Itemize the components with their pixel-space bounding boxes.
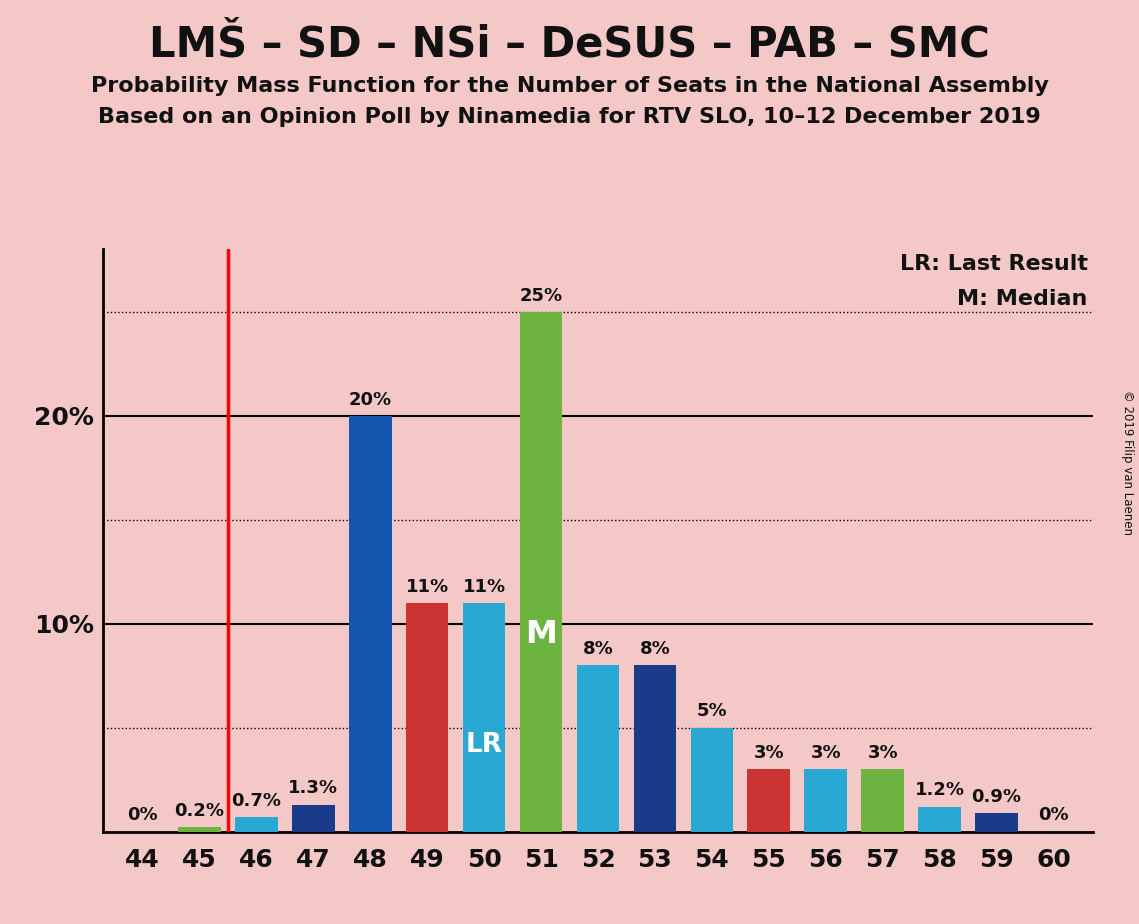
Text: © 2019 Filip van Laenen: © 2019 Filip van Laenen — [1121, 390, 1134, 534]
Text: 5%: 5% — [697, 702, 727, 721]
Text: 8%: 8% — [640, 640, 670, 658]
Bar — [519, 312, 563, 832]
Text: Based on an Opinion Poll by Ninamedia for RTV SLO, 10–12 December 2019: Based on an Opinion Poll by Ninamedia fo… — [98, 107, 1041, 128]
Bar — [576, 665, 620, 832]
Bar — [747, 769, 790, 832]
Text: 3%: 3% — [811, 744, 841, 762]
Text: 11%: 11% — [462, 578, 506, 596]
Bar — [235, 817, 278, 832]
Bar — [861, 769, 904, 832]
Text: 11%: 11% — [405, 578, 449, 596]
Text: 20%: 20% — [349, 391, 392, 408]
Bar — [633, 665, 677, 832]
Text: 0.9%: 0.9% — [972, 787, 1022, 806]
Text: 3%: 3% — [754, 744, 784, 762]
Text: M: Median: M: Median — [958, 289, 1088, 309]
Bar — [462, 602, 506, 832]
Bar — [178, 828, 221, 832]
Text: 0%: 0% — [128, 807, 157, 824]
Bar — [405, 602, 449, 832]
Text: 0.2%: 0.2% — [174, 802, 224, 821]
Text: Probability Mass Function for the Number of Seats in the National Assembly: Probability Mass Function for the Number… — [91, 76, 1048, 96]
Text: 25%: 25% — [519, 286, 563, 305]
Text: 3%: 3% — [868, 744, 898, 762]
Text: 1.3%: 1.3% — [288, 779, 338, 797]
Text: 0%: 0% — [1039, 807, 1068, 824]
Text: 1.2%: 1.2% — [915, 782, 965, 799]
Text: LR: LR — [466, 732, 502, 758]
Text: LR: Last Result: LR: Last Result — [900, 254, 1088, 274]
Bar — [349, 416, 392, 832]
Bar — [690, 728, 734, 832]
Text: M: M — [525, 618, 557, 650]
Bar — [292, 805, 335, 832]
Bar — [918, 807, 961, 832]
Text: 0.7%: 0.7% — [231, 792, 281, 809]
Text: 8%: 8% — [583, 640, 613, 658]
Text: LMŠ – SD – NSi – DeSUS – PAB – SMC: LMŠ – SD – NSi – DeSUS – PAB – SMC — [149, 23, 990, 65]
Bar — [975, 813, 1018, 832]
Bar — [804, 769, 847, 832]
